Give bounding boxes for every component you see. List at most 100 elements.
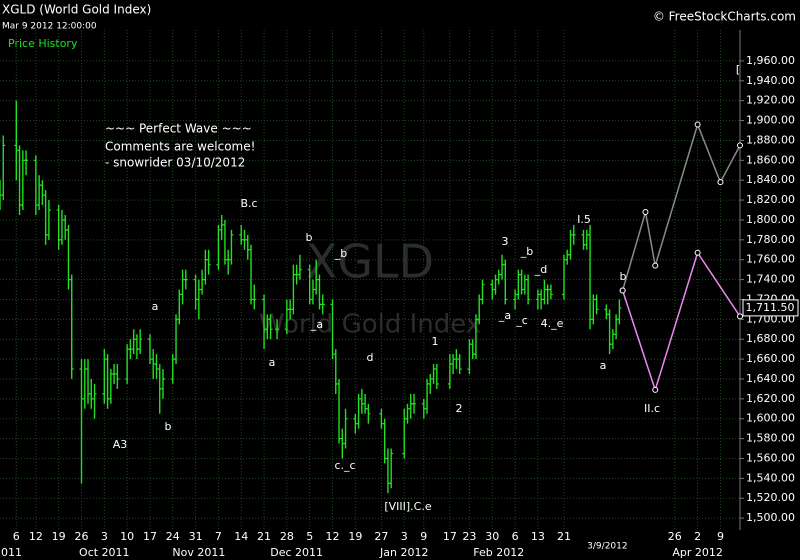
wave-label: _d bbox=[534, 263, 547, 276]
y-tick-label: 1,640.00 bbox=[746, 372, 795, 385]
x-month-label: Oct 2011 bbox=[79, 546, 130, 559]
x-tick-label: 28 bbox=[280, 530, 294, 543]
x-tick-label: 3 bbox=[401, 530, 408, 543]
cursor-date: 3/9/2012 bbox=[587, 542, 627, 552]
watermark: World Gold Index bbox=[259, 310, 481, 340]
y-tick-label: 1,620.00 bbox=[746, 392, 795, 405]
y-tick-label: 1,580.00 bbox=[746, 432, 795, 445]
y-tick-label: 1,740.00 bbox=[746, 273, 795, 286]
x-tick-label: 31 bbox=[189, 530, 203, 543]
wave-label: b bbox=[620, 270, 627, 283]
x-tick-label: 7 bbox=[215, 530, 222, 543]
wave-label: b bbox=[306, 231, 313, 244]
projection-point bbox=[717, 179, 724, 186]
y-tick-label: 1,500.00 bbox=[746, 511, 795, 524]
x-tick-label: 6 bbox=[13, 530, 20, 543]
wave-label: [ bbox=[736, 63, 740, 76]
x-tick-label: 13 bbox=[531, 530, 545, 543]
projection-point bbox=[652, 262, 659, 269]
x-tick-label: 17 bbox=[443, 530, 457, 543]
wave-label: I.5 bbox=[577, 213, 591, 226]
wave-label: a bbox=[152, 300, 159, 313]
projection-point bbox=[737, 313, 743, 320]
x-tick-label: 30 bbox=[485, 530, 499, 543]
x-tick-label: 5 bbox=[306, 530, 313, 543]
projection-point bbox=[737, 142, 743, 149]
wave-label: b bbox=[165, 420, 172, 433]
x-tick-label: 27 bbox=[374, 530, 388, 543]
y-tick-label: 1,940.00 bbox=[746, 74, 795, 87]
x-tick-label: 24 bbox=[166, 530, 180, 543]
wave-label: _a bbox=[310, 318, 323, 331]
x-month-label: Jan 2012 bbox=[379, 546, 428, 559]
x-tick-label: 14 bbox=[234, 530, 248, 543]
x-tick-label: 19 bbox=[348, 530, 362, 543]
x-month-label: Nov 2011 bbox=[172, 546, 225, 559]
chart-title: XGLD (World Gold Index) bbox=[2, 3, 151, 17]
wave-label: 2 bbox=[456, 402, 463, 415]
x-tick-label: 12 bbox=[29, 530, 43, 543]
wave-label: c._c bbox=[334, 459, 355, 472]
x-tick-label: 26 bbox=[668, 530, 682, 543]
projection-point bbox=[642, 208, 649, 215]
y-tick-label: 1,600.00 bbox=[746, 412, 795, 425]
projection-line bbox=[621, 250, 741, 393]
wave-label: a bbox=[269, 356, 276, 369]
wave-label: _b bbox=[334, 247, 348, 260]
y-tick-label: 1,900.00 bbox=[746, 114, 795, 127]
y-tick-label: 1,560.00 bbox=[746, 451, 795, 464]
x-tick-label: 21 bbox=[257, 530, 271, 543]
projection-point bbox=[652, 386, 659, 393]
watermark: XGLD bbox=[306, 235, 434, 289]
y-tick-label: 1,920.00 bbox=[746, 94, 795, 107]
x-tick-label: 9 bbox=[717, 530, 724, 543]
wave-label: B.c bbox=[240, 197, 257, 210]
x-tick-label: 2 bbox=[694, 530, 701, 543]
wave-label: II.c bbox=[644, 402, 660, 415]
chart-subtitle: Mar 9 2012 12:00:00 bbox=[2, 22, 97, 32]
projection-point bbox=[619, 287, 626, 294]
y-tick-label: 1,760.00 bbox=[746, 253, 795, 266]
projection-point bbox=[694, 249, 701, 256]
wave-label: A3 bbox=[113, 438, 128, 451]
wave-label: _c bbox=[515, 314, 528, 327]
x-tick-label: 6 bbox=[512, 530, 519, 543]
y-tick-label: 1,960.00 bbox=[746, 54, 795, 67]
comment-line: - snowrider 03/10/2012 bbox=[105, 156, 245, 170]
x-tick-label: 3 bbox=[101, 530, 108, 543]
x-month-label: Feb 2012 bbox=[473, 546, 524, 559]
projection-line bbox=[621, 122, 741, 291]
projection-point bbox=[694, 121, 701, 128]
y-tick-label: 1,820.00 bbox=[746, 193, 795, 206]
x-tick-label: 10 bbox=[120, 530, 134, 543]
x-month-label: Dec 2011 bbox=[270, 546, 323, 559]
wave-label: 3 bbox=[502, 235, 509, 248]
wave-label: 4._e bbox=[541, 317, 564, 330]
last-price-box bbox=[742, 299, 799, 317]
y-tick-label: 1,860.00 bbox=[746, 153, 795, 166]
comment-line: ~~~ Perfect Wave ~~~ bbox=[105, 122, 252, 136]
y-tick-label: 1,840.00 bbox=[746, 173, 795, 186]
comment-line: Comments are welcome! bbox=[105, 140, 255, 154]
y-tick-label: 1,800.00 bbox=[746, 213, 795, 226]
x-tick-label: 26 bbox=[74, 530, 88, 543]
x-month-label: 2011 bbox=[0, 546, 22, 559]
y-tick-label: 1,780.00 bbox=[746, 233, 795, 246]
y-tick-label: 1,520.00 bbox=[746, 491, 795, 504]
x-month-label: Apr 2012 bbox=[672, 546, 723, 559]
wave-label: [VIII].C.e bbox=[384, 500, 432, 513]
x-tick-label: 17 bbox=[143, 530, 157, 543]
wave-label: 1 bbox=[432, 335, 439, 348]
x-tick-label: 12 bbox=[326, 530, 340, 543]
x-tick-label: 23 bbox=[462, 530, 476, 543]
wave-label: d bbox=[367, 351, 374, 364]
y-tick-label: 1,540.00 bbox=[746, 471, 795, 484]
wave-label: _b bbox=[520, 245, 534, 258]
last-price-label: 1,711.50 bbox=[746, 301, 795, 314]
wave-label: a bbox=[600, 359, 607, 372]
wave-label: _a bbox=[498, 309, 511, 322]
y-tick-label: 1,880.00 bbox=[746, 133, 795, 146]
y-tick-label: 1,660.00 bbox=[746, 352, 795, 365]
